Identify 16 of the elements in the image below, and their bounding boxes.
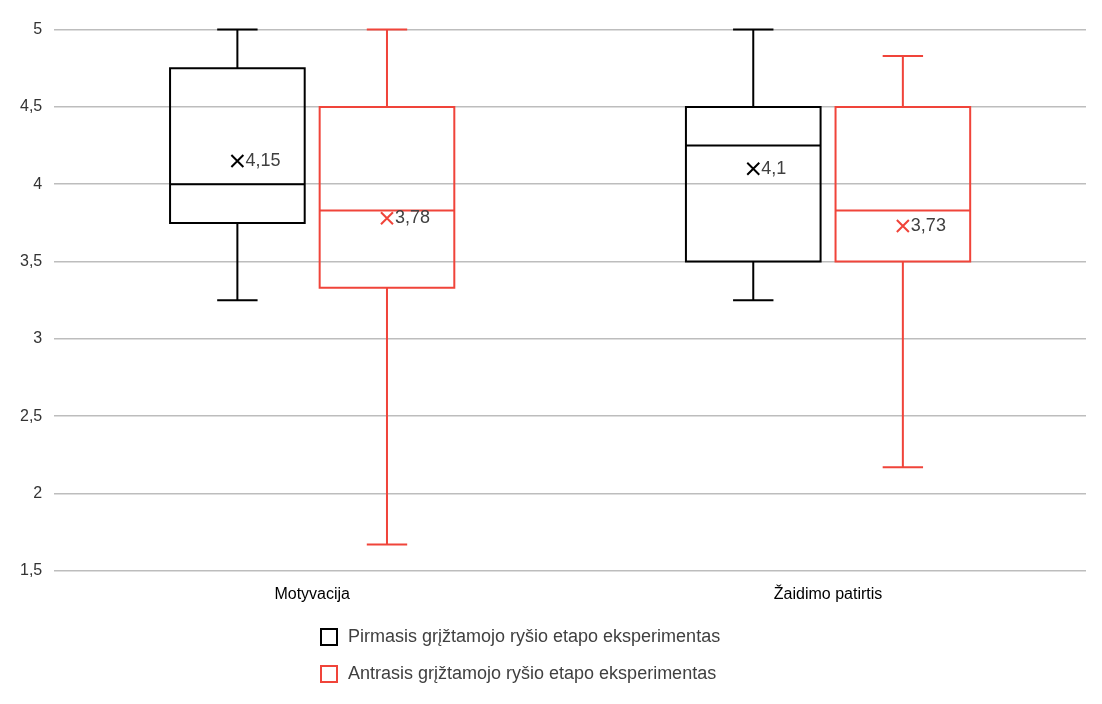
text: 4,1 bbox=[761, 157, 787, 178]
legend-label: Pirmasis grįžtamojo ryšio etapo eksperimentas bbox=[348, 626, 721, 647]
y-tick-label: 1,5 bbox=[19, 561, 43, 579]
text: 3,73 bbox=[910, 214, 946, 235]
text: 3,78 bbox=[394, 207, 431, 228]
x-tick-label: Motyvacija bbox=[274, 584, 351, 602]
y-tick-label: 3 bbox=[33, 329, 43, 347]
legend-label: Antrasis grįžtamojo ryšio etapo eksperimentas bbox=[348, 663, 717, 684]
text: 4,15 bbox=[245, 150, 281, 170]
y-tick-label: 4,5 bbox=[19, 97, 43, 115]
x-tick-label: Žaidimo patirtis bbox=[773, 583, 883, 602]
y-tick-label: 5 bbox=[33, 20, 43, 38]
y-tick-label: 2 bbox=[33, 483, 43, 501]
y-tick-label: 2,5 bbox=[19, 406, 43, 424]
y-tick-label: 4 bbox=[33, 174, 43, 192]
y-tick-label: 3,5 bbox=[19, 251, 43, 269]
